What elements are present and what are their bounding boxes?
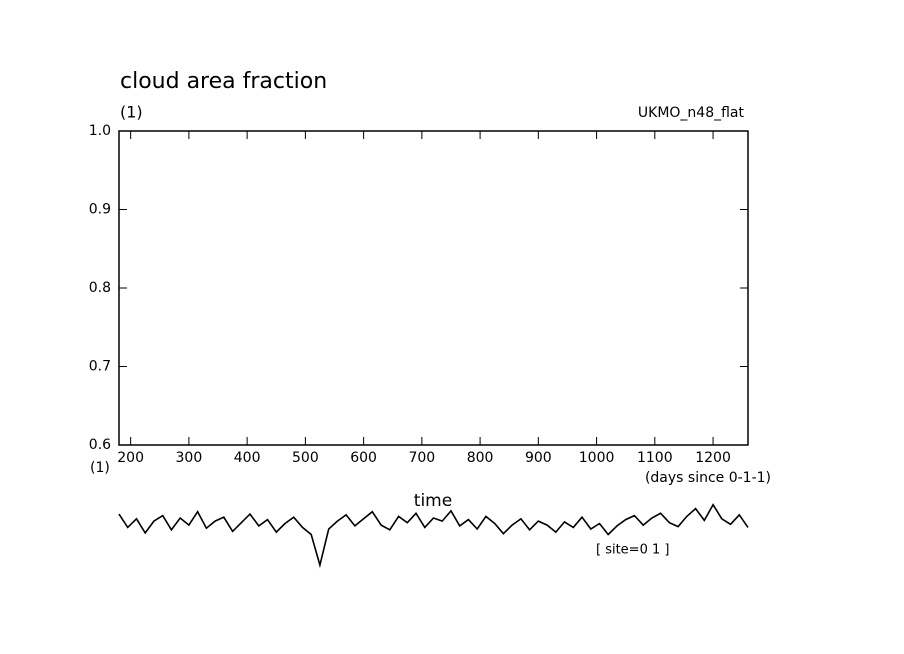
y-tick-label: 0.7 xyxy=(89,359,111,375)
x-tick-label: 500 xyxy=(292,450,319,466)
x-tick-label: 1100 xyxy=(637,450,673,466)
x-tick-label: 600 xyxy=(350,450,377,466)
x-unit: (1) xyxy=(90,460,110,476)
x-tick-label: 700 xyxy=(408,450,435,466)
x-tick-label: 200 xyxy=(117,450,144,466)
x-tick-label: 1200 xyxy=(695,450,731,466)
x-tick-label: 1000 xyxy=(579,450,615,466)
plot-frame xyxy=(118,130,749,446)
chart-title: cloud area fraction xyxy=(120,69,327,94)
data-line xyxy=(118,503,749,569)
y-tick-label: 0.9 xyxy=(89,202,111,218)
x-axis-label: (days since 0-1-1) xyxy=(645,470,771,486)
y-tick-label: 1.0 xyxy=(89,123,111,139)
site-label: [ site=0 1 ] xyxy=(596,543,669,558)
y-tick-label: 0.6 xyxy=(89,437,111,453)
source: UKMO_n48_flat xyxy=(638,105,745,121)
x-tick-label: 300 xyxy=(176,450,203,466)
x-tick-label: 900 xyxy=(525,450,552,466)
x-tick-label: 400 xyxy=(234,450,261,466)
y-unit: (1) xyxy=(120,103,143,122)
time-label: time xyxy=(414,491,452,511)
y-tick-label: 0.8 xyxy=(89,280,111,296)
x-tick-label: 800 xyxy=(467,450,494,466)
